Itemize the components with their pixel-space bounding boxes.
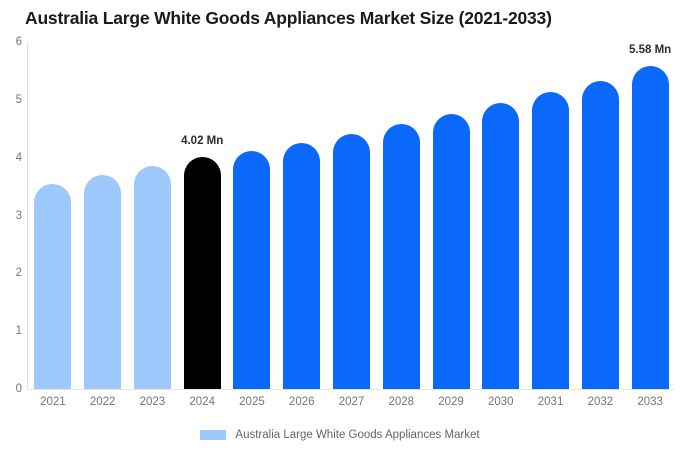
bar-2031[interactable]: [532, 91, 570, 389]
x-axis-tick-label-2027: 2027: [338, 396, 365, 408]
x-axis-tick-label-2021: 2021: [40, 396, 66, 408]
bar-2030[interactable]: [482, 102, 520, 389]
chart-legend: Australia Large White Goods Appliances M…: [0, 424, 680, 446]
x-axis-line: [27, 389, 675, 390]
bar-2032[interactable]: [581, 80, 619, 389]
legend-label: Australia Large White Goods Appliances M…: [235, 429, 480, 441]
bar-value-label-2024: 4.02 Mn: [181, 134, 224, 147]
x-axis-tick-label-2024: 2024: [189, 396, 215, 408]
x-axis-tick-label-2022: 2022: [89, 396, 116, 408]
x-axis-tick-label-2033: 2033: [637, 396, 663, 408]
bar-2033[interactable]: [631, 66, 669, 389]
bar-2029[interactable]: [432, 114, 470, 389]
x-axis-tick-label-2023: 2023: [139, 396, 166, 408]
chart-title: Australia Large White Goods Appliances M…: [25, 8, 552, 28]
bars-layer: 4.02 Mn 5.58 Mn: [34, 44, 672, 389]
bar-2022[interactable]: [84, 175, 122, 389]
x-axis-tick-labels: 2021 2022 2023 2024 2025 2026 2027 2028 2029 2030…: [0, 396, 680, 414]
bar-2026[interactable]: [283, 142, 321, 389]
y-axis-tick-label: 6: [15, 36, 22, 48]
y-axis-tick-label: 1: [15, 325, 22, 338]
x-axis-tick-label-2026: 2026: [288, 396, 315, 408]
y-axis-tick-label: 2: [15, 267, 22, 280]
y-axis-line: [27, 42, 28, 389]
y-axis-tick-label: 4: [15, 151, 22, 164]
y-axis-tick-labels: 0 1 2 3 4 5 6: [0, 0, 22, 450]
bar-value-label-2033: 5.58 Mn: [629, 44, 672, 57]
bar-2021[interactable]: [34, 183, 72, 389]
legend-color-swatch: [200, 430, 227, 440]
bar-2027[interactable]: [333, 133, 370, 389]
y-axis-tick-label: 3: [15, 209, 22, 222]
bar-2023[interactable]: [133, 166, 171, 389]
x-axis-tick-label-2032: 2032: [587, 396, 614, 408]
y-axis-tick-label: 0: [15, 383, 22, 395]
x-axis-tick-label-2031: 2031: [537, 396, 564, 408]
x-axis-tick-label-2030: 2030: [488, 396, 514, 408]
bar-2025[interactable]: [233, 151, 271, 389]
x-axis-tick-label-2025: 2025: [239, 396, 265, 408]
x-axis-tick-label-2029: 2029: [438, 396, 464, 408]
bar-2028[interactable]: [382, 124, 420, 389]
y-axis-tick-label: 5: [15, 93, 22, 106]
x-axis-tick-label-2028: 2028: [388, 396, 415, 408]
legend-item[interactable]: Australia Large White Goods Appliances M…: [200, 429, 480, 441]
bar-2024[interactable]: [183, 156, 221, 389]
